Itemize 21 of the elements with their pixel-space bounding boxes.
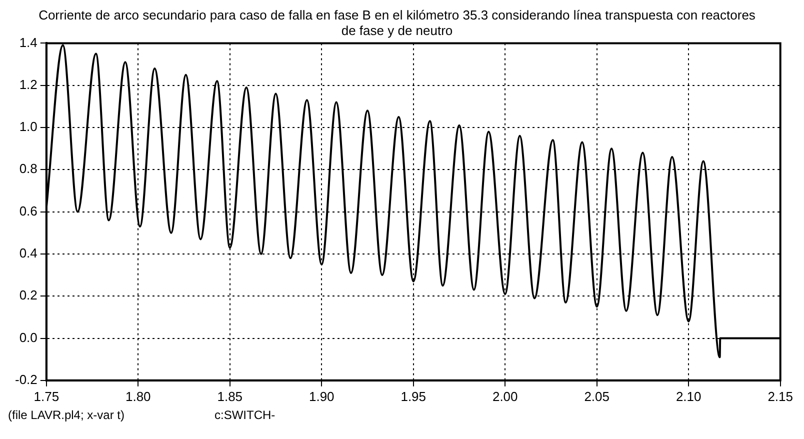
y-tick-label: 1.4 [19,34,38,50]
x-tick-label: 1.95 [400,388,426,404]
y-tick-label: 1.0 [19,119,38,134]
x-tick-label: 1.85 [217,388,243,404]
y-tick-label: 0.8 [19,161,38,176]
y-tick-label: 0.2 [19,288,38,303]
y-tick-label: 0.0 [19,330,38,345]
x-tick-label: 1.75 [34,388,60,404]
y-tick-label: 1.2 [19,76,38,92]
text: (file LAVR.pl4; x-var t) [8,408,124,424]
y-tick-label: -0.2 [14,372,38,387]
x-tick-label: 1.80 [125,388,151,404]
chart-title: Corriente de arco secundario para caso de falla en fase B en el kilómetro 35.3 considerando línea transpuesta con reactores de fase y de neutro [38,7,756,38]
x-tick-label: 2.00 [492,388,518,404]
x-tick-label: 2.15 [768,388,794,404]
text: c:SWITCH- [214,408,276,424]
x-tick-label: 2.05 [584,388,610,404]
x-tick-label: 1.90 [308,388,334,404]
y-tick-label: 0.4 [19,246,38,261]
x-tick-label: 2.10 [676,388,702,404]
y-tick-label: 0.6 [19,203,38,218]
